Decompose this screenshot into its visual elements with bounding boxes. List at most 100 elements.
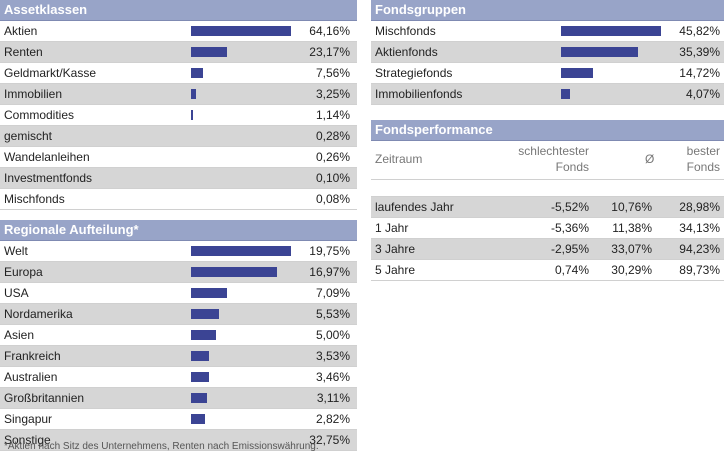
asset-classes-row: Geldmarkt/Kasse 7,56% (0, 63, 357, 84)
best-fund-cell: 89,73% (679, 263, 720, 277)
asset-classes-row: Commodities 1,14% (0, 105, 357, 126)
regional-row: Australien 3,46% (0, 367, 357, 388)
fund-groups-row: Immobilienfonds 4,07% (371, 84, 724, 105)
row-value: 23,17% (309, 45, 350, 59)
percentage-bar (191, 288, 227, 298)
period-cell: 3 Jahre (375, 242, 416, 256)
row-value: 0,08% (315, 192, 350, 206)
row-label: Aktien (4, 24, 38, 38)
regional-row: Sonstige 32,75% (0, 430, 357, 451)
asset-classes-row: gemischt 0,28% (0, 126, 357, 147)
row-label: Wandelanleihen (4, 150, 90, 164)
percentage-bar (191, 89, 196, 99)
row-label: Immobilien (4, 87, 63, 101)
row-value: 3,46% (315, 370, 350, 384)
row-label: Mischfonds (4, 192, 65, 206)
regional-title: Regionale Aufteilung* (0, 220, 357, 241)
regional-panel: Regionale Aufteilung* Welt 19,75% Europa 16… (0, 220, 357, 451)
row-label: Commodities (4, 108, 75, 122)
asset-classes-title: Assetklassen (0, 0, 357, 21)
performance-row: 3 Jahre -2,95% 33,07% 94,23% (371, 239, 724, 260)
regional-list: Welt 19,75% Europa 16,97% USA 7,09% Nordamerik… (0, 241, 357, 451)
regional-row: Welt 19,75% (0, 241, 357, 262)
row-label: Aktienfonds (375, 45, 438, 59)
asset-classes-row: Mischfonds 0,08% (0, 189, 357, 210)
col-worst-header-line1: schlechtester (518, 144, 589, 158)
row-value: 4,07% (685, 87, 720, 101)
fund-groups-title: Fondsgruppen (371, 0, 724, 21)
period-cell: 5 Jahre (375, 263, 416, 277)
row-label: Investmentfonds (4, 171, 93, 185)
average-cell: 30,29% (611, 263, 652, 277)
row-value: 32,75% (309, 433, 350, 447)
best-fund-cell: 28,98% (679, 200, 720, 214)
col-best-header-line1: bester (686, 144, 720, 158)
performance-panel: Fondsperformance Zeitraum schlechtester … (371, 120, 724, 281)
percentage-bar (191, 26, 291, 36)
row-label: Sonstige (4, 433, 51, 447)
fund-groups-panel: Fondsgruppen Mischfonds 45,82% Aktienfonds… (371, 0, 724, 105)
asset-classes-row: Investmentfonds 0,10% (0, 168, 357, 189)
regional-row: Asien 5,00% (0, 325, 357, 346)
asset-classes-row: Renten 23,17% (0, 42, 357, 63)
percentage-bar (191, 414, 205, 424)
best-fund-cell: 94,23% (679, 242, 720, 256)
row-label: Geldmarkt/Kasse (4, 66, 97, 80)
performance-title: Fondsperformance (371, 120, 724, 141)
row-value: 64,16% (309, 24, 350, 38)
row-value: 19,75% (309, 244, 350, 258)
row-label: Nordamerika (4, 307, 73, 321)
row-label: USA (4, 286, 29, 300)
average-cell: 11,38% (612, 221, 652, 235)
asset-classes-row: Aktien 64,16% (0, 21, 357, 42)
percentage-bar (561, 68, 593, 78)
row-value: 7,09% (315, 286, 350, 300)
fund-groups-row: Mischfonds 45,82% (371, 21, 724, 42)
fund-groups-row: Strategiefonds 14,72% (371, 63, 724, 84)
row-value: 3,25% (315, 87, 350, 101)
row-value: 5,53% (315, 307, 350, 321)
row-value: 0,28% (315, 129, 350, 143)
asset-classes-row: Immobilien 3,25% (0, 84, 357, 105)
row-label: Asien (4, 328, 35, 342)
worst-fund-cell: -5,52% (550, 200, 589, 214)
row-value: 3,11% (316, 391, 350, 405)
asset-classes-panel: Assetklassen Aktien 64,16% Renten 23,17% Gel… (0, 0, 357, 210)
row-label: Australien (4, 370, 58, 384)
percentage-bar (191, 309, 219, 319)
percentage-bar (561, 89, 570, 99)
row-label: Welt (4, 244, 28, 258)
row-value: 35,39% (679, 45, 720, 59)
percentage-bar (191, 68, 203, 78)
row-value: 16,97% (309, 265, 350, 279)
percentage-bar (191, 330, 216, 340)
row-value: 2,82% (315, 412, 350, 426)
average-cell: 33,07% (611, 242, 652, 256)
worst-fund-cell: 0,74% (554, 263, 589, 277)
regional-row: Frankreich 3,53% (0, 346, 357, 367)
fund-groups-row: Aktienfonds 35,39% (371, 42, 724, 63)
performance-header: Zeitraum schlechtester Fonds Ø bester Fo… (371, 141, 724, 180)
performance-row: 5 Jahre 0,74% 30,29% 89,73% (371, 260, 724, 281)
period-cell: 1 Jahr (375, 221, 409, 235)
row-label: Frankreich (4, 349, 61, 363)
regional-footnote: *Aktien nach Sitz des Unternehmens, Rent… (4, 441, 319, 452)
percentage-bar (191, 110, 193, 120)
row-value: 0,10% (315, 171, 350, 185)
row-label: Singapur (4, 412, 53, 426)
performance-row: 1 Jahr -5,36% 11,38% 34,13% (371, 218, 724, 239)
row-value: 1,14% (315, 108, 350, 122)
col-average-header: Ø (645, 152, 655, 166)
performance-spacer (371, 180, 724, 197)
row-label: Mischfonds (375, 24, 436, 38)
regional-row: USA 7,09% (0, 283, 357, 304)
regional-row: Singapur 2,82% (0, 409, 357, 430)
row-label: Europa (4, 265, 43, 279)
row-value: 45,82% (679, 24, 720, 38)
percentage-bar (561, 47, 638, 57)
col-period-header: Zeitraum (375, 152, 423, 166)
row-value: 0,26% (315, 150, 350, 164)
row-label: Strategiefonds (375, 66, 453, 80)
regional-row: Europa 16,97% (0, 262, 357, 283)
col-best-header-line2: Fonds (686, 160, 720, 174)
